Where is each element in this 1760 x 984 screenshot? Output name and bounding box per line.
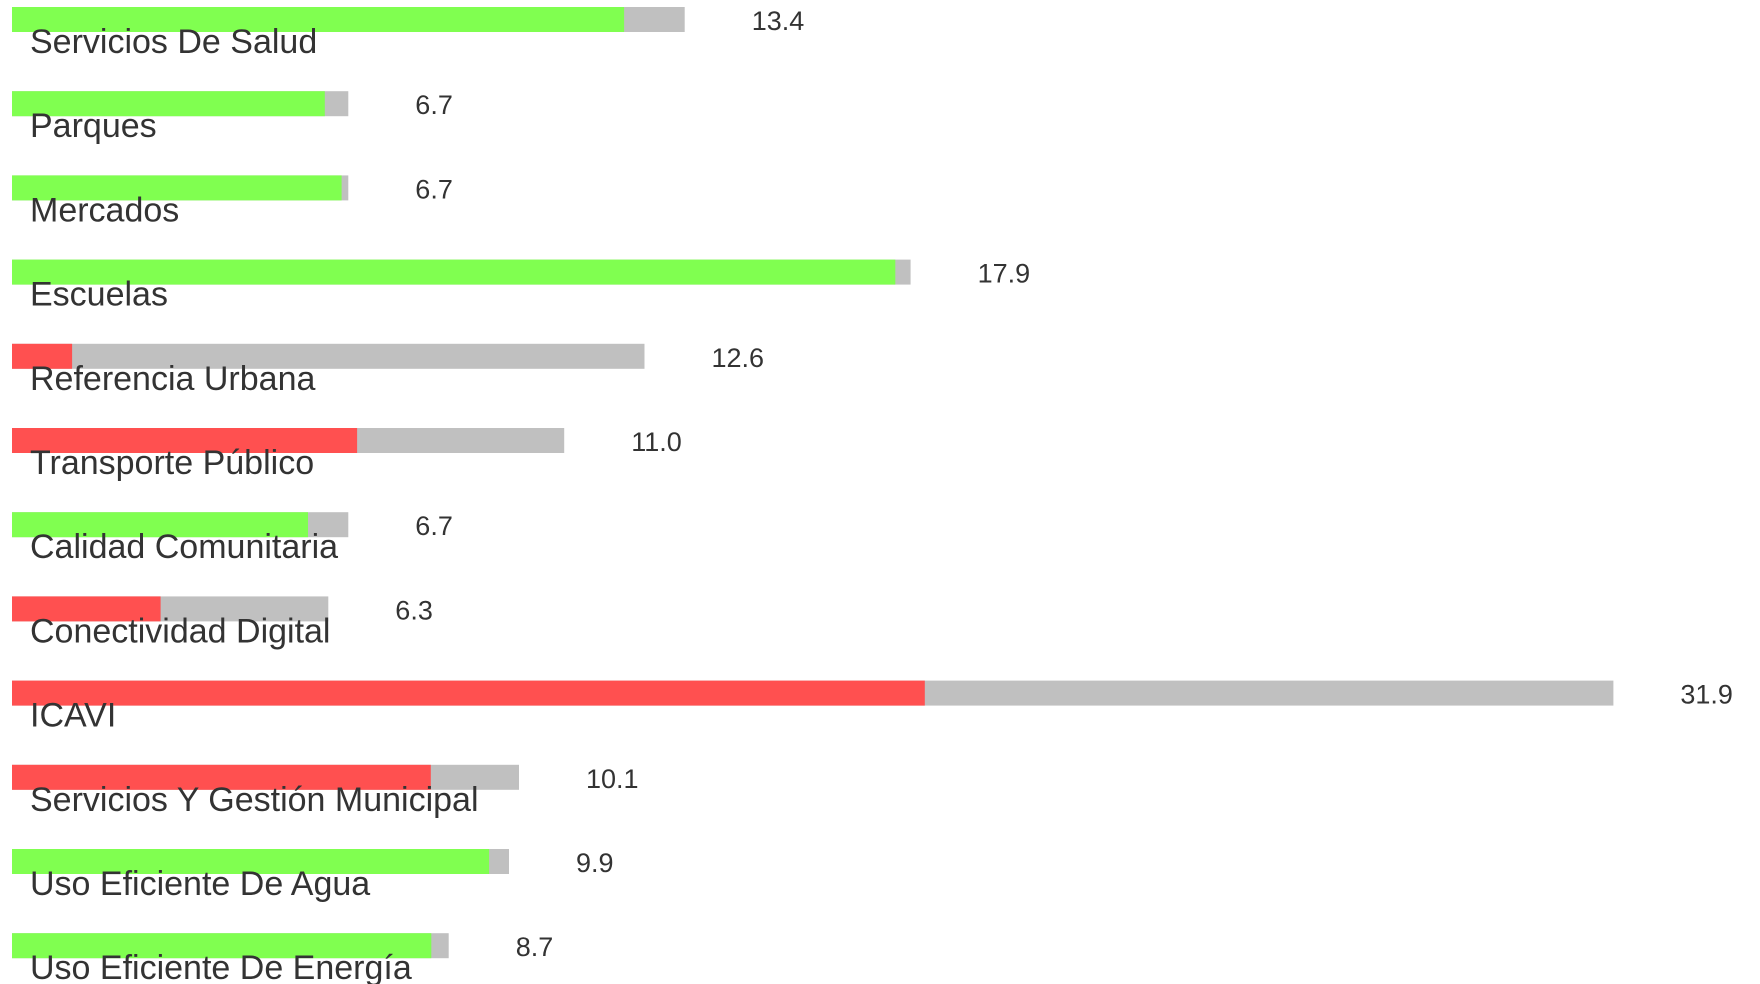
bar-fill (12, 428, 358, 453)
category-label: Servicios Y Gestión Municipal (30, 781, 479, 819)
value-label: 17.9 (978, 259, 1031, 289)
category-label: Calidad Comunitaria (30, 528, 338, 566)
category-label: Servicios De Salud (30, 23, 317, 61)
value-label: 12.6 (712, 343, 765, 373)
bar-fill (12, 7, 625, 32)
bar-fill (12, 849, 490, 874)
bar-fill (12, 175, 342, 201)
value-label: 11.0 (631, 427, 682, 457)
bar-fill (12, 933, 432, 959)
bar-fill (12, 764, 431, 790)
category-label: Conectividad Digital (30, 612, 331, 650)
value-label: 6.7 (415, 511, 453, 541)
value-label: 6.3 (395, 595, 433, 625)
bar-fill (12, 343, 73, 369)
category-label: Referencia Urbana (30, 360, 315, 398)
category-label: Uso Eficiente De Energía (30, 949, 412, 984)
bar-fill (12, 596, 161, 622)
category-label: Uso Eficiente De Agua (30, 865, 370, 903)
bar-background (12, 343, 645, 369)
value-label: 31.9 (1680, 680, 1733, 710)
category-label: Transporte Público (30, 444, 314, 482)
labels-layer: Servicios De Salud 13.4 Parques 6.7 Mercados… (30, 6, 1733, 984)
value-label: 9.9 (576, 848, 614, 878)
category-label: Escuelas (30, 276, 168, 314)
bars-layer (12, 7, 1614, 959)
bar-fill (12, 512, 308, 538)
value-label: 8.7 (516, 932, 554, 962)
value-label: 10.1 (586, 764, 639, 794)
bar-fill (12, 259, 896, 285)
category-label: Mercados (30, 191, 179, 229)
bar-fill (12, 91, 325, 117)
category-label: ICAVI (30, 697, 116, 735)
category-label: Parques (30, 107, 157, 145)
value-label: 6.7 (415, 90, 453, 120)
value-label: 6.7 (415, 174, 453, 204)
value-label: 13.4 (752, 6, 805, 36)
bar-fill (12, 680, 925, 706)
